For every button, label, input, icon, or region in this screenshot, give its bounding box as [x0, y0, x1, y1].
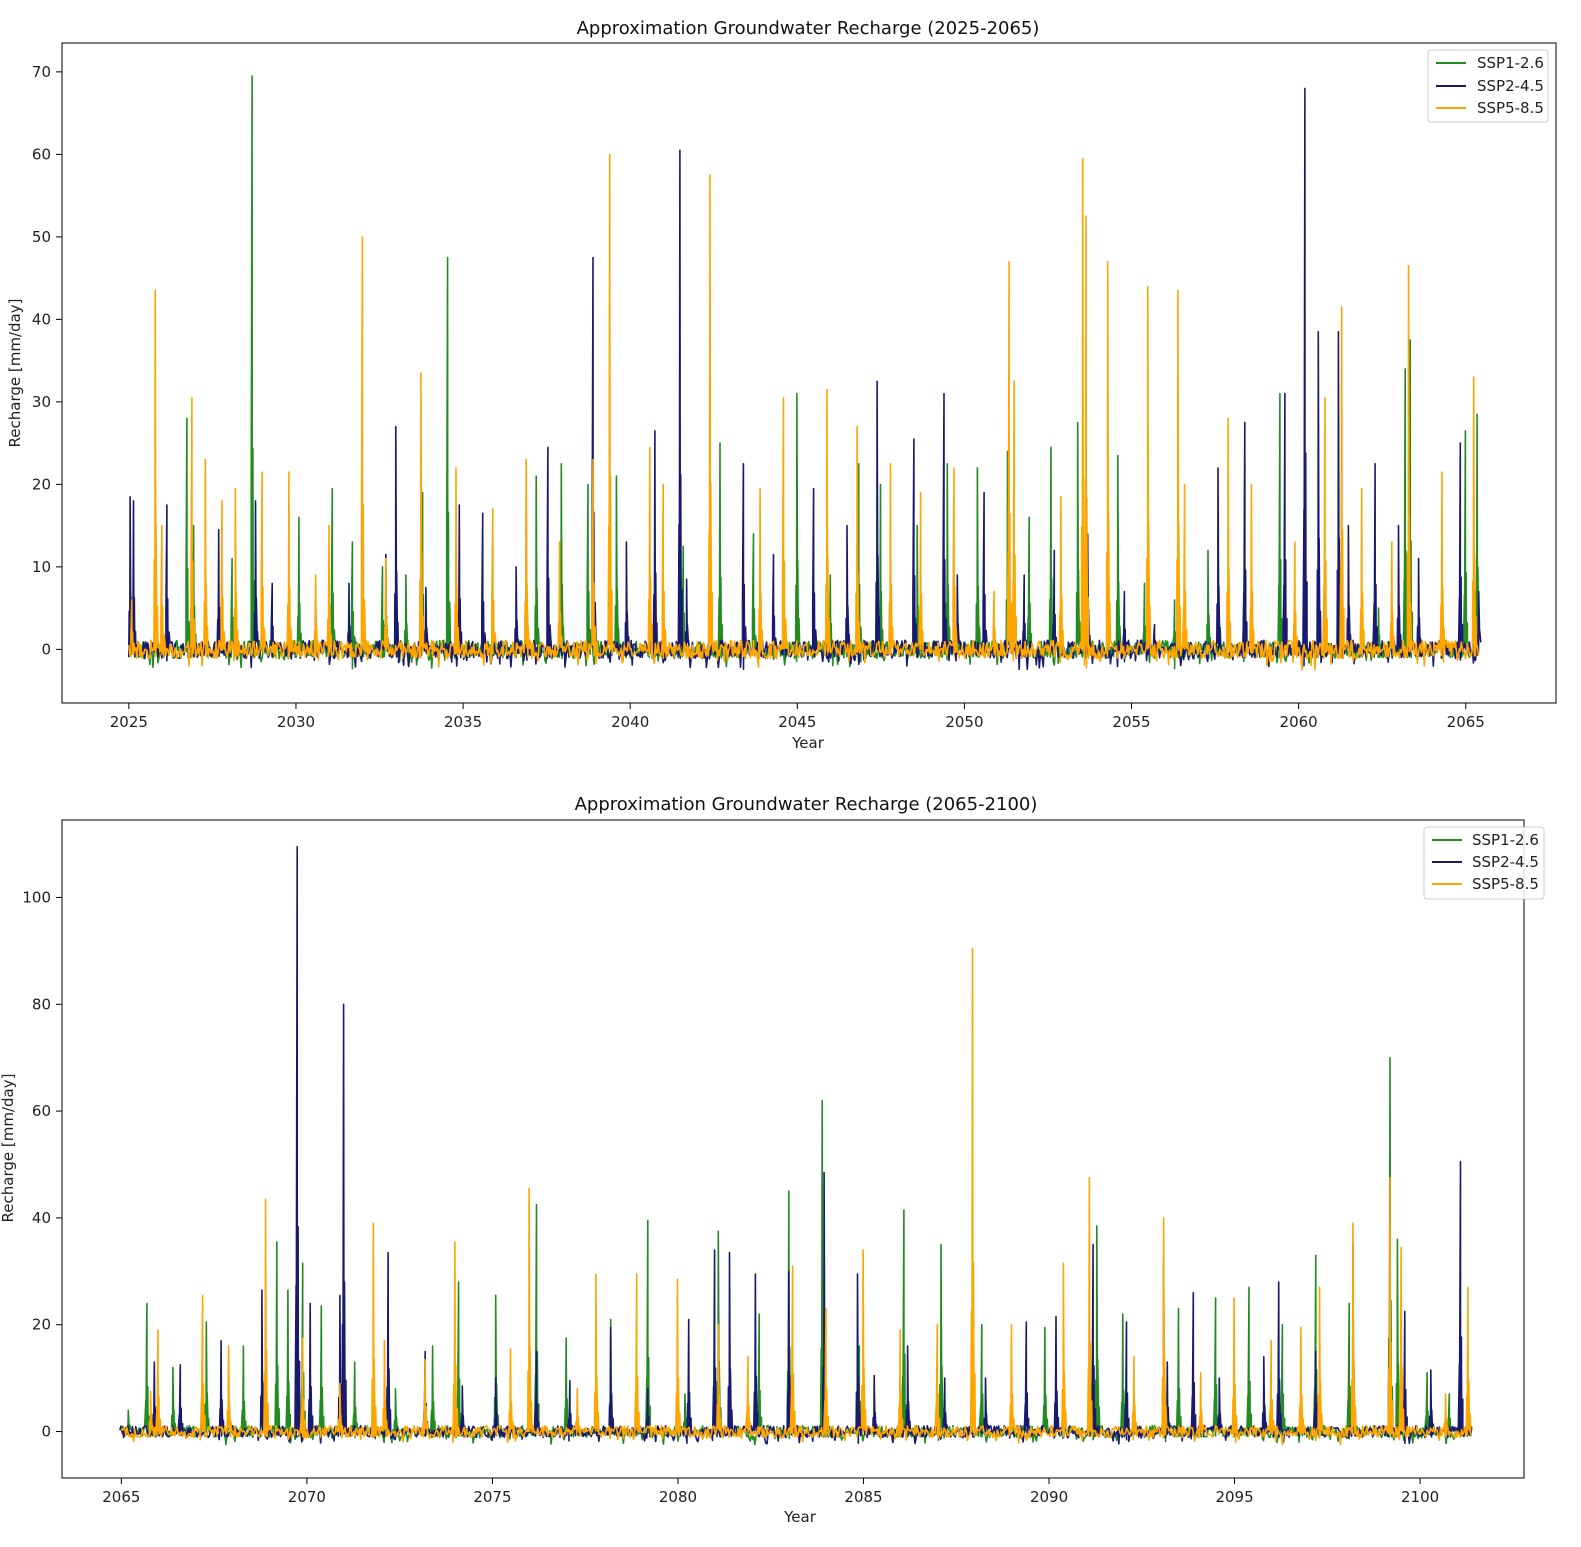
y-tick-label: 30: [32, 393, 51, 411]
x-tick-label: 2025: [110, 713, 148, 731]
chart-bottom-legend-ssp5: SSP5-8.5: [1472, 875, 1539, 893]
chart-bottom-legend-ssp1: SSP1-2.6: [1472, 831, 1539, 849]
x-tick-label: 2080: [659, 1488, 697, 1506]
chart-top-plot-frame: [61, 42, 1557, 704]
x-tick-label: 2065: [102, 1488, 140, 1506]
x-tick-label: 2100: [1401, 1488, 1439, 1506]
chart-bottom: Approximation Groundwater Recharge (2065…: [0, 794, 1545, 1526]
chart-top-x-label: Year: [791, 734, 825, 752]
chart-bottom-y-label: Recharge [mm/day]: [0, 1074, 17, 1223]
chart-bottom-legend: SSP1-2.6 SSP2-4.5 SSP5-8.5: [1423, 826, 1545, 900]
x-tick-label: 2095: [1215, 1488, 1253, 1506]
series-line-ssp2-4.5: [119, 845, 1473, 1445]
y-tick-label: 20: [32, 475, 51, 493]
chart-top-legend-ssp2: SSP2-4.5: [1477, 77, 1544, 95]
chart-top-legend-box: [1427, 49, 1549, 123]
x-tick-label: 2085: [844, 1488, 882, 1506]
chart-top-x-axis: 2025 2030 2035 2040 2045 2050 2055 2060 2065: [110, 703, 1485, 731]
x-tick-label: 2035: [444, 713, 482, 731]
chart-bottom-plot-frame: [61, 819, 1525, 1479]
chart-bottom-x-axis: 2065 2070 2075 2080 2085 2090 2095 2100: [102, 1478, 1439, 1506]
x-tick-label: 2075: [473, 1488, 511, 1506]
y-tick-label: 80: [32, 995, 51, 1013]
x-tick-label: 2065: [1447, 713, 1485, 731]
x-tick-label: 2055: [1112, 713, 1150, 731]
chart-bottom-x-label: Year: [783, 1508, 817, 1526]
y-tick-label: 40: [32, 310, 51, 328]
x-tick-label: 2040: [611, 713, 649, 731]
chart-top-legend-ssp5: SSP5-8.5: [1477, 99, 1544, 117]
y-tick-label: 60: [32, 1102, 51, 1120]
series-line-ssp5-8.5: [120, 947, 1473, 1446]
x-tick-label: 2050: [945, 713, 983, 731]
chart-bottom-title: Approximation Groundwater Recharge (2065…: [575, 794, 1038, 815]
y-tick-label: 10: [32, 558, 51, 576]
series-line-ssp5-8.5: [128, 153, 1480, 671]
series-line-ssp1-2.6: [120, 1056, 1473, 1446]
y-tick-label: 20: [32, 1316, 51, 1334]
chart-top-series-group: [128, 75, 1482, 671]
chart-top: Approximation Groundwater Recharge (2025…: [6, 18, 1557, 752]
y-tick-label: 50: [32, 228, 51, 246]
y-tick-label: 40: [32, 1209, 51, 1227]
x-tick-label: 2090: [1030, 1488, 1068, 1506]
chart-top-title: Approximation Groundwater Recharge (2025…: [577, 18, 1040, 39]
y-tick-label: 60: [32, 145, 51, 163]
series-line-ssp1-2.6: [128, 75, 1480, 670]
chart-top-legend: SSP1-2.6 SSP2-4.5 SSP5-8.5: [1427, 49, 1549, 123]
x-tick-label: 2060: [1280, 713, 1318, 731]
y-tick-label: 0: [41, 1423, 51, 1441]
chart-top-legend-ssp1: SSP1-2.6: [1477, 54, 1544, 72]
x-tick-label: 2070: [288, 1488, 326, 1506]
chart-bottom-legend-ssp2: SSP2-4.5: [1472, 853, 1539, 871]
x-tick-label: 2030: [277, 713, 315, 731]
x-tick-label: 2045: [778, 713, 816, 731]
y-tick-label: 100: [22, 888, 51, 906]
chart-top-y-axis: 0 10 20 30 40 50 60 70: [32, 63, 62, 658]
chart-bottom-y-axis: 0 20 40 60 80 100: [22, 888, 62, 1441]
y-tick-label: 70: [32, 63, 51, 81]
chart-top-y-label: Recharge [mm/day]: [6, 299, 24, 448]
y-tick-label: 0: [41, 640, 51, 658]
chart-bottom-series-group: [119, 845, 1473, 1446]
chart-bottom-legend-box: [1423, 826, 1545, 900]
